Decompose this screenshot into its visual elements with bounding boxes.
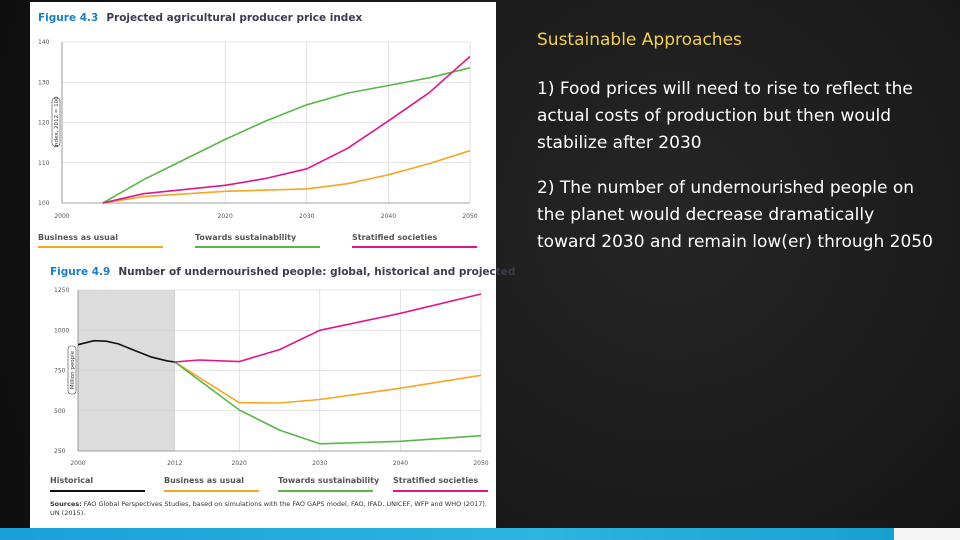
y-tick-140: 140: [38, 39, 50, 46]
sources-label: Sources:: [50, 500, 82, 508]
x-tick-2040: 2040: [393, 460, 408, 467]
series-line-towards-sustainability: [174, 361, 482, 445]
figure-4-3-title: Figure 4.3 Projected agricultural produce…: [38, 12, 362, 24]
undernourished-chart: 250 500 750 1000 1250 2000 2012 2020 2030 2040 205…: [50, 287, 489, 492]
series-line-business-as-usual: [102, 149, 471, 204]
figure-4-9-number: Figure 4.9: [50, 266, 111, 278]
figure-4-3-number: Figure 4.3: [38, 12, 99, 24]
x-tick-2050: 2050: [473, 460, 488, 467]
figure-4-9-title: Figure 4.9 Number of undernourished peopl…: [50, 266, 515, 278]
series-line-stratified-societies: [102, 55, 471, 204]
series-line-historical: [77, 339, 175, 363]
y-tick-250: 250: [54, 448, 66, 455]
bottom-accent-bar: [0, 528, 894, 540]
y-axis-label-box: [51, 97, 61, 147]
x-tick-2012: 2012: [167, 460, 182, 467]
x-tick-2050: 2050: [462, 213, 477, 220]
legend-label-towards-sustainability: Towards sustainability: [278, 476, 380, 485]
y-axis-label: Index, 2012 = 100: [54, 96, 60, 148]
y-axis-label: Million people: [70, 350, 76, 389]
legend-label-towards-sustainability: Towards sustainability: [195, 233, 297, 242]
x-tick-2000: 2000: [70, 460, 85, 467]
x-tick-2040: 2040: [381, 213, 396, 220]
y-tick-120: 120: [38, 120, 50, 127]
y-tick-100: 100: [38, 200, 50, 207]
y-tick-1000: 1000: [54, 327, 69, 334]
y-tick-110: 110: [38, 160, 50, 167]
figure-panel: Figure 4.3 Projected agricultural produce…: [30, 2, 515, 528]
text-panel: Sustainable Approaches 1) Food prices wi…: [537, 30, 937, 274]
legend-label-stratified-societies: Stratified societies: [393, 476, 479, 485]
series-line-stratified-societies: [174, 293, 482, 363]
y-tick-750: 750: [54, 368, 66, 375]
x-tick-2000: 2000: [54, 213, 69, 220]
figure-sources: Sources: FAO Global Perspectives Studies…: [50, 500, 490, 518]
sources-text: FAO Global Perspectives Studies, based o…: [50, 500, 488, 517]
x-tick-2030: 2030: [299, 213, 314, 220]
point-1: 1) Food prices will need to rise to refl…: [537, 79, 913, 153]
figure-4-3-title-text: Projected agricultural producer price in…: [106, 12, 363, 24]
y-tick-500: 500: [54, 408, 66, 415]
x-tick-2020: 2020: [232, 460, 247, 467]
series-line-towards-sustainability: [102, 67, 471, 204]
bottom-accent-bar-end: [894, 528, 960, 540]
point-2: 2) The number of undernourished people o…: [537, 178, 933, 252]
y-tick-130: 130: [38, 79, 50, 86]
legend-label-business-as-usual: Business as usual: [38, 233, 118, 242]
figure-4-9-title-text: Number of undernourished people: global,…: [118, 266, 516, 278]
x-tick-2030: 2030: [312, 460, 327, 467]
legend-label-business-as-usual: Business as usual: [164, 476, 244, 485]
legend-label-historical: Historical: [50, 476, 93, 485]
legend-label-stratified-societies: Stratified societies: [352, 233, 438, 242]
x-tick-2020: 2020: [218, 213, 233, 220]
y-axis-label-box: [67, 345, 77, 395]
series-line-business-as-usual: [174, 361, 482, 404]
price-index-chart: 100 110 120 130 140 2000 2020 2030 2040 2050 Index…: [38, 39, 478, 248]
y-tick-1250: 1250: [54, 287, 69, 294]
slide-heading: Sustainable Approaches: [537, 30, 742, 50]
